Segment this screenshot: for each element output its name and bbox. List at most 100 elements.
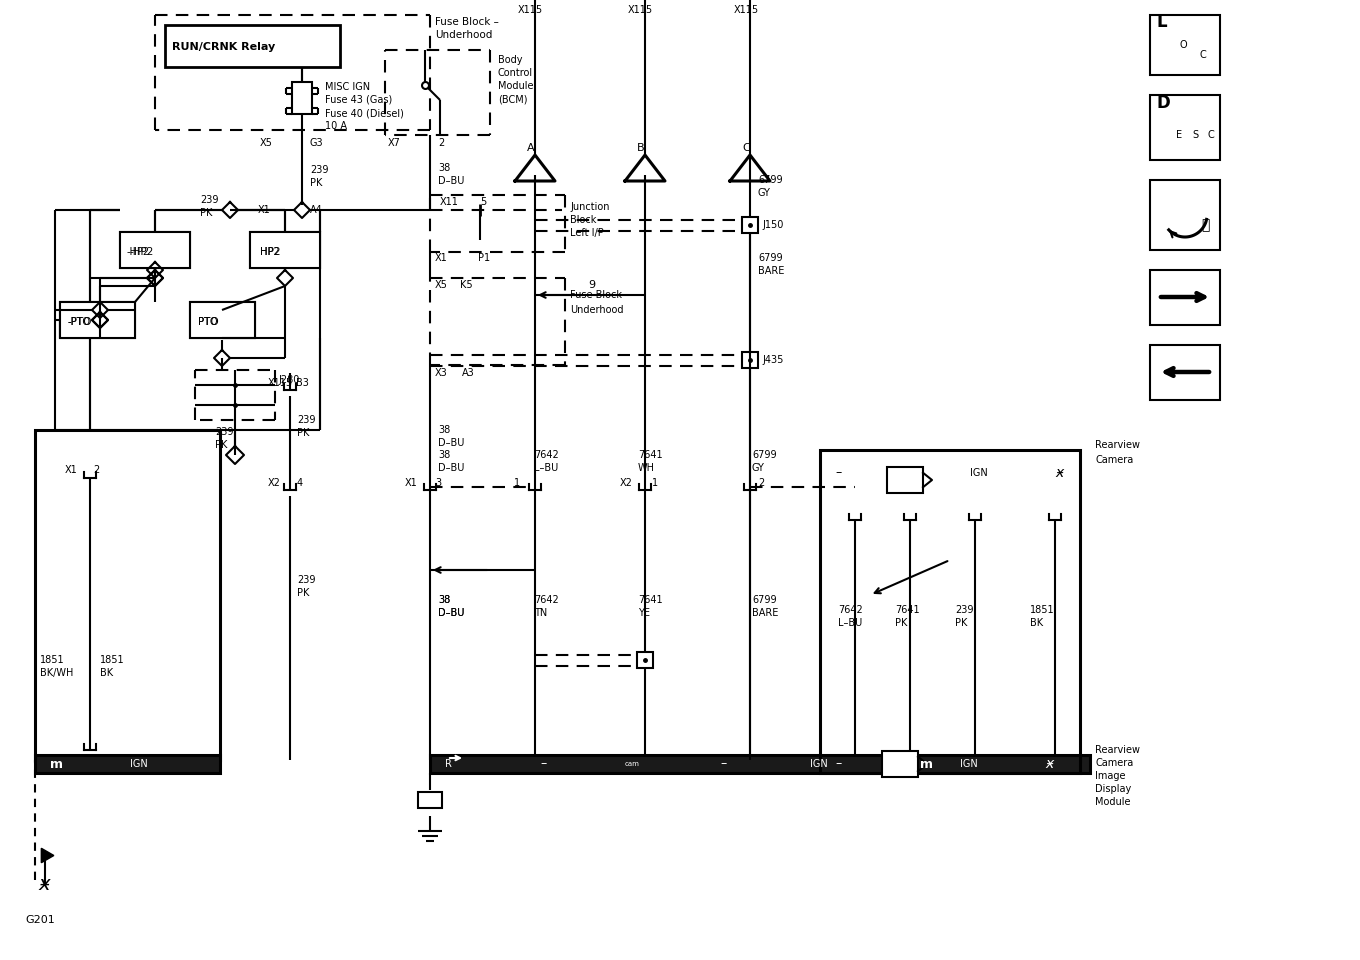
Text: PK: PK <box>310 178 322 188</box>
Text: Left I/P: Left I/P <box>570 228 604 238</box>
Text: D–BU: D–BU <box>438 438 464 448</box>
Bar <box>35 755 220 773</box>
Text: Module: Module <box>498 81 533 91</box>
Text: Control: Control <box>498 68 533 78</box>
Bar <box>743 352 758 368</box>
Text: L: L <box>1156 13 1167 31</box>
Text: J435: J435 <box>762 355 783 365</box>
Text: IGN: IGN <box>131 759 148 769</box>
Bar <box>636 652 653 668</box>
Bar <box>418 792 442 808</box>
Text: 6799: 6799 <box>758 253 782 263</box>
Text: 6799: 6799 <box>752 595 777 605</box>
Text: J280: J280 <box>277 375 299 385</box>
Text: 🔧: 🔧 <box>1201 218 1209 232</box>
Text: 239: 239 <box>296 415 316 425</box>
Bar <box>120 232 190 268</box>
Text: X1: X1 <box>65 465 78 475</box>
Bar <box>190 302 256 338</box>
Text: X5: X5 <box>260 138 273 148</box>
Text: Image: Image <box>1095 771 1126 781</box>
Text: 38: 38 <box>438 595 450 605</box>
Text: 38: 38 <box>438 595 450 605</box>
Text: BARE: BARE <box>752 608 778 618</box>
Text: 7642: 7642 <box>534 595 559 605</box>
Text: X115: X115 <box>268 378 294 388</box>
Text: 2: 2 <box>92 465 99 475</box>
Text: $ӿ$: $ӿ$ <box>1044 757 1055 771</box>
Text: 7641: 7641 <box>638 450 662 460</box>
Text: 239: 239 <box>310 165 329 175</box>
Bar <box>190 302 256 338</box>
Text: Fuse 40 (Diesel): Fuse 40 (Diesel) <box>325 108 404 118</box>
Text: Fuse 43 (Gas): Fuse 43 (Gas) <box>325 95 392 105</box>
Text: 7641: 7641 <box>895 605 919 615</box>
Text: m: m <box>50 757 63 771</box>
Bar <box>820 450 1080 760</box>
Bar <box>292 82 311 114</box>
Text: m: m <box>919 757 933 771</box>
Text: 38: 38 <box>438 425 450 435</box>
Text: P1: P1 <box>477 253 490 263</box>
Text: $ӿ$: $ӿ$ <box>1054 466 1065 480</box>
Text: D: D <box>1156 94 1170 112</box>
Text: Underhood: Underhood <box>570 305 623 315</box>
Text: Rearview: Rearview <box>1095 745 1140 755</box>
Text: J150: J150 <box>762 220 783 230</box>
Text: 239: 239 <box>955 605 974 615</box>
Text: Module: Module <box>1095 797 1130 807</box>
Text: BK: BK <box>1030 618 1043 628</box>
Text: GY: GY <box>752 463 764 473</box>
Text: X11: X11 <box>441 197 458 207</box>
Bar <box>883 752 918 777</box>
Text: PK: PK <box>215 440 227 450</box>
Text: 6799: 6799 <box>752 450 777 460</box>
Text: 239: 239 <box>296 575 316 585</box>
Text: D–BU: D–BU <box>438 463 464 473</box>
Text: 5: 5 <box>480 197 487 207</box>
Polygon shape <box>626 155 665 181</box>
Text: Fuse Block –: Fuse Block – <box>570 290 630 300</box>
Text: 2: 2 <box>438 138 445 148</box>
Text: K5: K5 <box>460 280 473 290</box>
Text: -PTO: -PTO <box>68 317 91 327</box>
Text: X2: X2 <box>620 478 632 488</box>
Text: 7642: 7642 <box>838 605 862 615</box>
Text: Camera: Camera <box>1095 758 1133 768</box>
Text: Block –: Block – <box>570 215 604 225</box>
Text: X7: X7 <box>388 138 401 148</box>
Text: cam: cam <box>626 761 639 767</box>
Polygon shape <box>515 155 555 181</box>
Bar <box>1151 95 1220 160</box>
Bar <box>430 755 1089 773</box>
Text: Display: Display <box>1095 784 1132 794</box>
Bar <box>743 217 758 233</box>
Text: E: E <box>1176 130 1182 140</box>
Text: WH: WH <box>638 463 656 473</box>
Text: Junction: Junction <box>570 202 609 212</box>
Text: X115: X115 <box>734 5 759 15</box>
Text: 4: 4 <box>296 478 303 488</box>
Text: R: R <box>445 759 452 769</box>
Text: MISC IGN: MISC IGN <box>325 82 370 92</box>
Text: O: O <box>1180 40 1187 50</box>
Text: G3: G3 <box>310 138 324 148</box>
Text: X5: X5 <box>435 280 447 290</box>
Text: A3: A3 <box>462 368 475 378</box>
Text: D–BU: D–BU <box>438 176 464 186</box>
Text: IGN: IGN <box>960 759 978 769</box>
Text: 7641: 7641 <box>638 595 662 605</box>
Bar <box>820 755 1080 773</box>
Bar <box>120 232 190 268</box>
Text: HP2: HP2 <box>260 247 280 257</box>
Text: A: A <box>528 143 534 153</box>
Bar <box>60 302 135 338</box>
Text: $ӿ$: $ӿ$ <box>38 876 52 895</box>
Text: RUN/CRNK Relay: RUN/CRNK Relay <box>171 42 275 52</box>
Text: PTO: PTO <box>199 317 218 327</box>
Text: PK: PK <box>296 428 309 438</box>
Text: B: B <box>638 143 645 153</box>
Text: X1: X1 <box>405 478 418 488</box>
Bar <box>1151 180 1220 250</box>
Text: A4: A4 <box>310 205 322 215</box>
